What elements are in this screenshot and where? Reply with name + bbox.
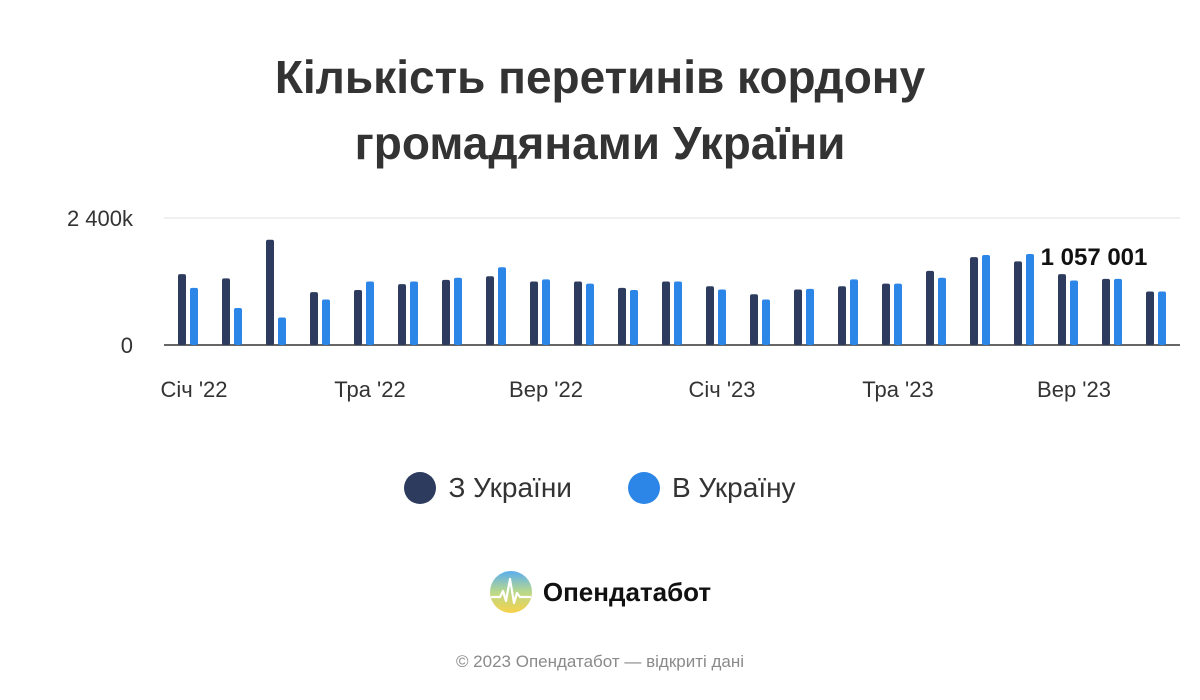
x-tick-label-3: Січ '23 — [688, 377, 755, 402]
bar-out-10 — [618, 287, 626, 345]
x-tick-label-1: Тра '22 — [334, 377, 405, 402]
bar-in-11 — [674, 281, 682, 345]
x-tick-label-2: Вер '22 — [509, 377, 583, 402]
bar-out-4 — [354, 289, 362, 345]
bar-in-3 — [322, 299, 330, 345]
bar-out-9 — [574, 281, 582, 345]
bar-in-13 — [762, 299, 770, 345]
bar-out-19 — [1014, 261, 1022, 345]
chart-title-line-1: Кількість перетинів кордону — [274, 51, 926, 103]
bar-in-7 — [498, 267, 506, 345]
bar-in-0 — [190, 287, 198, 345]
bar-in-19 — [1026, 253, 1034, 345]
bar-out-11 — [662, 281, 670, 345]
bar-in-1 — [234, 307, 242, 345]
bar-in-20 — [1070, 280, 1078, 345]
bar-out-17 — [926, 270, 934, 345]
brand-name: Опендатабот — [542, 576, 712, 607]
bar-in-5 — [410, 281, 418, 345]
legend-label-in: В Україну — [671, 472, 796, 503]
chart-title-line-2: громадянами України — [354, 117, 846, 169]
opendatabot-logo-icon — [489, 571, 532, 613]
x-tick-label-5: Вер '23 — [1037, 377, 1111, 402]
bar-in-4 — [366, 281, 374, 345]
bar-in-17 — [938, 277, 946, 345]
bar-out-14 — [794, 289, 802, 345]
data-label-annotation: 1 057 001 — [1041, 244, 1148, 271]
bar-in-6 — [454, 277, 462, 345]
bar-in-8 — [542, 279, 550, 345]
bar-out-12 — [706, 286, 714, 345]
bar-out-15 — [838, 286, 846, 345]
legend-item-in[interactable]: В Україну — [627, 472, 796, 504]
legend: З України В Україну — [0, 472, 1200, 504]
legend-marker-out — [404, 472, 437, 504]
legend-marker-in — [627, 472, 660, 504]
bar-out-21 — [1102, 278, 1110, 345]
footer-copyright: © 2023 Опендатабот — відкриті дані — [455, 652, 745, 671]
y-tick-label-0: 0 — [121, 333, 133, 358]
legend-label-out: З України — [448, 472, 572, 503]
bar-in-9 — [586, 283, 594, 345]
bar-out-6 — [442, 279, 450, 345]
bar-in-18 — [982, 255, 990, 345]
bar-in-12 — [718, 289, 726, 345]
bar-out-0 — [178, 274, 186, 345]
bar-in-22 — [1158, 291, 1166, 345]
bar-out-16 — [882, 283, 890, 345]
bar-chart: 0 2 400k Січ '22 Тра '22 Вер '22 Січ '23 Тра '… — [67, 206, 1180, 402]
bar-out-7 — [486, 276, 494, 345]
bar-out-8 — [530, 281, 538, 345]
bar-out-1 — [222, 278, 230, 345]
chart-title: Кількість перетинів кордону громадянами … — [0, 44, 1200, 176]
bar-in-14 — [806, 288, 814, 345]
bar-in-21 — [1114, 278, 1122, 345]
bar-out-22 — [1146, 291, 1154, 345]
bar-in-16 — [894, 283, 902, 345]
brand[interactable]: Опендатабот — [0, 570, 1200, 614]
y-tick-label-1: 2 400k — [67, 206, 134, 231]
bar-out-18 — [970, 257, 978, 345]
bar-out-2 — [266, 239, 274, 345]
bar-in-10 — [630, 289, 638, 345]
legend-item-out[interactable]: З України — [404, 472, 572, 504]
bar-in-2 — [278, 317, 286, 345]
bar-out-5 — [398, 284, 406, 345]
bar-out-20 — [1058, 274, 1066, 345]
bar-out-3 — [310, 292, 318, 345]
bar-out-13 — [750, 294, 758, 345]
x-tick-label-4: Тра '23 — [862, 377, 933, 402]
x-tick-label-0: Січ '22 — [160, 377, 227, 402]
bar-in-15 — [850, 279, 858, 345]
